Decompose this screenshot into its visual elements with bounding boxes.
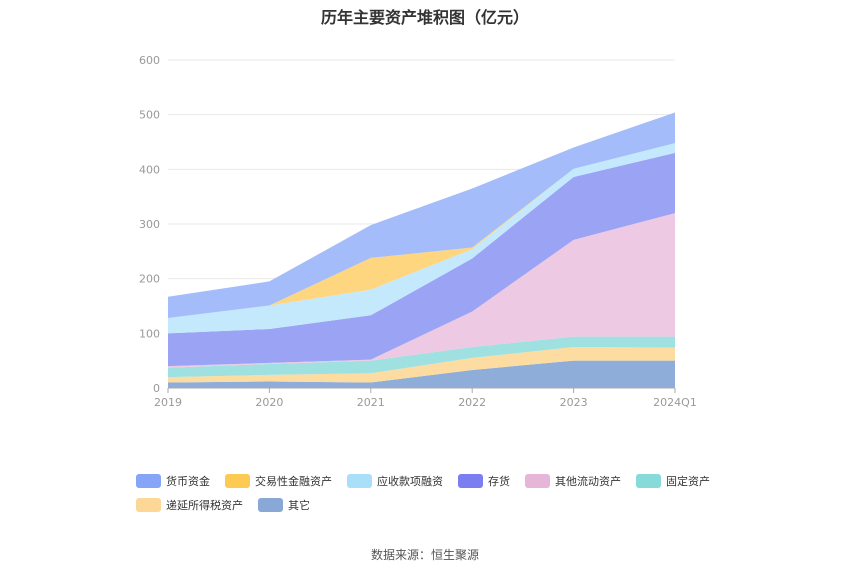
legend-item[interactable]: 应收款项融资: [347, 474, 443, 488]
legend-label: 应收款项融资: [377, 474, 443, 488]
area-series-3[interactable]: [168, 213, 675, 368]
legend-item[interactable]: 货币资金: [136, 474, 210, 488]
x-tick-label: 2019: [154, 396, 182, 409]
legend-swatch: [525, 474, 550, 488]
source-note: 数据来源：恒生聚源: [370, 548, 479, 562]
legend-item[interactable]: 递延所得税资产: [136, 498, 243, 512]
area-series-7[interactable]: [168, 112, 675, 319]
y-tick-label: 500: [139, 109, 160, 122]
area-series-layer: [168, 112, 675, 388]
legend-label: 货币资金: [166, 474, 210, 488]
legend-swatch: [258, 498, 283, 512]
legend-swatch: [347, 474, 372, 488]
x-tick-label: 2021: [357, 396, 385, 409]
legend-item[interactable]: 其它: [258, 498, 310, 512]
y-tick-label: 600: [139, 54, 160, 67]
legend-swatch: [136, 498, 161, 512]
x-tick-label: 2020: [255, 396, 283, 409]
legend-label: 其它: [288, 498, 310, 512]
y-tick-label: 0: [153, 382, 160, 395]
area-series-1[interactable]: [168, 347, 675, 383]
area-series-0[interactable]: [168, 360, 675, 388]
x-tick-label: 2022: [458, 396, 486, 409]
x-tick-label: 2023: [560, 396, 588, 409]
legend-swatch: [225, 474, 250, 488]
legend-label: 其他流动资产: [555, 474, 621, 488]
area-series-4[interactable]: [168, 152, 675, 367]
legend-swatch: [136, 474, 161, 488]
legend-swatch: [636, 474, 661, 488]
axis-layer: 0 100 200 300 400 500 600 2019 2020 2021 2022 2023 2…: [139, 54, 697, 409]
legend-label: 存货: [488, 474, 510, 488]
legend-label: 递延所得税资产: [166, 498, 243, 512]
legend-item[interactable]: 其他流动资产: [525, 474, 621, 488]
y-tick-label: 100: [139, 327, 160, 340]
legend-label: 固定资产: [666, 474, 710, 488]
legend-item[interactable]: 固定资产: [636, 474, 710, 488]
legend-label: 交易性金融资产: [255, 474, 332, 488]
area-series-2[interactable]: [168, 336, 675, 378]
legend-item[interactable]: 存货: [458, 474, 510, 488]
legend-item[interactable]: 交易性金融资产: [225, 474, 332, 488]
legend-swatch: [458, 474, 483, 488]
chart-title: 历年主要资产堆积图（亿元）: [320, 8, 529, 27]
y-tick-label: 300: [139, 218, 160, 231]
x-tick-label: 2024Q1: [653, 396, 697, 409]
y-tick-label: 400: [139, 163, 160, 176]
area-series-5[interactable]: [168, 143, 675, 334]
y-tick-label: 200: [139, 273, 160, 286]
